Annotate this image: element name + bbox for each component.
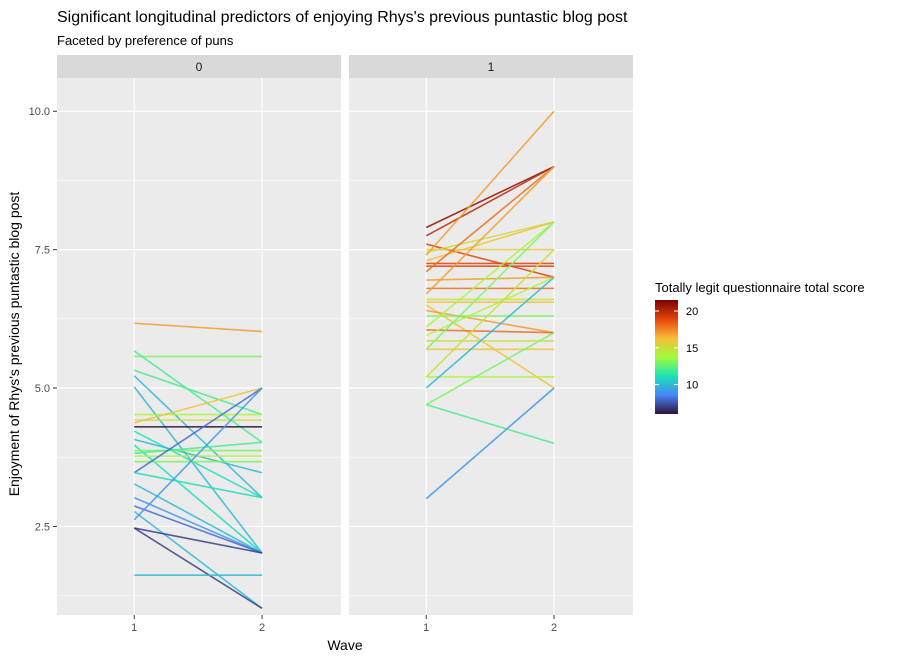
facet-strip <box>57 55 341 78</box>
participant-line <box>134 441 263 455</box>
chart-subtitle: Faceted by preference of puns <box>57 33 234 48</box>
chart-title: Significant longitudinal predictors of e… <box>57 9 628 26</box>
facet-strip-label: 0 <box>196 60 203 74</box>
participant-line <box>133 483 263 554</box>
participant-line <box>425 304 555 389</box>
participant-line <box>425 221 555 350</box>
participant-line <box>134 471 263 499</box>
legend-tick-label: 20 <box>686 306 698 318</box>
participant-line <box>134 527 263 554</box>
participant-line <box>133 444 263 554</box>
participant-line <box>133 369 263 416</box>
y-tick-label: 10.0 <box>29 106 50 118</box>
legend: Totally legit questionnaire total score 1… <box>655 280 865 414</box>
participant-line <box>425 110 555 256</box>
participant-line <box>426 403 555 445</box>
participant-line <box>425 331 555 406</box>
participant-line <box>133 510 263 609</box>
legend-tick-label: 15 <box>686 343 698 355</box>
y-tick-label: 2.5 <box>35 521 50 533</box>
participant-line <box>133 430 263 499</box>
x-tick-label: 2 <box>551 622 557 634</box>
y-tick-label: 5.0 <box>35 383 50 395</box>
participant-line <box>426 221 555 254</box>
participant-line <box>133 527 263 610</box>
participant-line <box>425 276 555 389</box>
participant-line <box>425 221 555 328</box>
y-axis: 2.5 5.0 7.5 10.0 <box>29 106 57 533</box>
facet-strip-label: 1 <box>488 60 495 74</box>
participant-line <box>425 165 555 229</box>
panel-background <box>57 78 341 615</box>
x-tick-label: 1 <box>423 622 429 634</box>
participant-line <box>425 249 555 378</box>
participant-line <box>426 309 555 334</box>
legend-title: Totally legit questionnaire total score <box>655 280 865 295</box>
participant-line <box>133 375 263 499</box>
legend-tick-label: 10 <box>686 380 698 392</box>
facet-strip <box>349 55 633 78</box>
x-tick-label: 1 <box>131 622 137 634</box>
y-axis-title: Enjoyment of Rhys's previous puntastic b… <box>6 192 22 497</box>
participant-line <box>425 276 555 337</box>
participant-line <box>426 276 555 281</box>
participant-line <box>425 165 555 237</box>
participant-line <box>133 505 263 554</box>
participant-line <box>133 387 263 474</box>
legend-colorbar <box>655 300 678 414</box>
facet-panel-0: 0 1 2 <box>57 55 341 634</box>
x-axis-title: Wave <box>327 637 362 653</box>
participant-line <box>426 329 555 334</box>
y-tick-label: 7.5 <box>35 245 50 257</box>
participant-line <box>425 387 555 500</box>
participant-line <box>134 387 263 424</box>
x-tick-label: 2 <box>259 622 265 634</box>
participant-line <box>425 166 555 295</box>
participant-line <box>133 496 263 554</box>
participant-line <box>425 165 555 273</box>
participant-line <box>134 322 263 333</box>
participant-line <box>133 387 263 521</box>
facet-panels: 0 1 2 1 1 2 <box>57 55 633 634</box>
facet-panel-1: 1 1 2 <box>349 55 633 634</box>
